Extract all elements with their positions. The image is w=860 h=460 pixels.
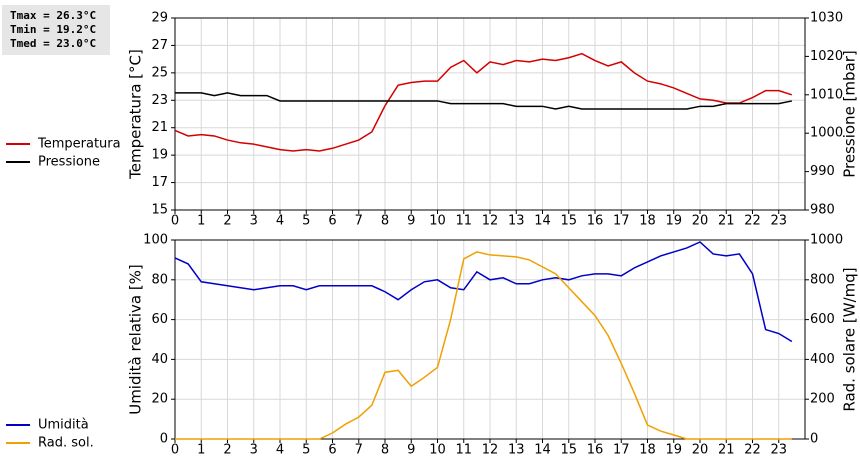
- y2-tick-label: 980: [810, 203, 835, 218]
- data-line: [174, 241, 793, 343]
- x-tick-label: 9: [407, 443, 415, 458]
- x-tick-label: 9: [407, 214, 415, 229]
- data-line: [175, 251, 792, 440]
- x-tick-label: 15: [560, 443, 577, 458]
- x-tick-label: 23: [770, 214, 787, 229]
- x-tick-label: 5: [302, 214, 310, 229]
- legend-label: Temperatura: [37, 137, 121, 152]
- y2-tick-label: 990: [810, 164, 835, 179]
- y2-tick-label: 1010: [810, 87, 843, 102]
- x-tick-label: 21: [718, 214, 735, 229]
- x-tick-label: 17: [613, 214, 630, 229]
- x-tick-label: 12: [482, 214, 499, 229]
- x-tick-label: 14: [534, 443, 551, 458]
- y-tick-label: 21: [151, 120, 168, 135]
- y2-tick-label: 800: [810, 272, 835, 287]
- y-tick-label: 17: [151, 175, 168, 190]
- data-line: [175, 92, 793, 110]
- x-tick-label: 23: [770, 443, 787, 458]
- y2-tick-label: 1000: [810, 233, 843, 248]
- x-tick-label: 15: [560, 214, 577, 229]
- y-axis-title: Umidità relativa [%]: [127, 264, 145, 415]
- y-tick-label: 29: [151, 11, 168, 26]
- x-tick-label: 4: [276, 214, 284, 229]
- x-tick-label: 13: [508, 214, 525, 229]
- legend-label: Umidità: [38, 418, 89, 433]
- x-tick-label: 1: [197, 443, 205, 458]
- y2-tick-label: 600: [810, 312, 835, 327]
- stat-text: Tmin = 19.2°C: [10, 23, 96, 36]
- x-tick-label: 6: [328, 443, 336, 458]
- legend-label: Rad. sol.: [38, 436, 94, 451]
- plot-frame: [174, 239, 806, 440]
- x-tick-label: 7: [355, 443, 363, 458]
- y-tick-label: 19: [151, 148, 168, 163]
- y2-axis-title: Rad. solare [W/mq]: [841, 267, 859, 411]
- x-tick-label: 0: [171, 214, 179, 229]
- y-tick-label: 27: [151, 38, 168, 53]
- x-tick-label: 0: [171, 443, 179, 458]
- x-tick-label: 13: [508, 443, 525, 458]
- y-tick-label: 60: [151, 312, 168, 327]
- data-line: [174, 52, 793, 152]
- y-tick-label: 40: [151, 352, 168, 367]
- x-tick-label: 3: [250, 214, 258, 229]
- x-tick-label: 6: [328, 214, 336, 229]
- x-tick-label: 18: [639, 443, 656, 458]
- y-tick-label: 25: [151, 65, 168, 80]
- x-tick-label: 19: [665, 443, 682, 458]
- x-tick-label: 11: [455, 214, 472, 229]
- x-tick-label: 10: [429, 214, 446, 229]
- y-tick-label: 100: [143, 233, 168, 248]
- x-tick-label: 8: [381, 443, 389, 458]
- y2-axis-title: Pressione [mbar]: [841, 50, 859, 178]
- stats-box: [2, 5, 110, 55]
- y-tick-label: 80: [151, 272, 168, 287]
- x-tick-label: 19: [665, 214, 682, 229]
- x-tick-label: 12: [482, 443, 499, 458]
- x-tick-label: 8: [381, 214, 389, 229]
- x-tick-label: 16: [587, 443, 604, 458]
- x-tick-label: 16: [587, 214, 604, 229]
- x-tick-label: 14: [534, 214, 551, 229]
- y2-tick-label: 0: [810, 432, 818, 447]
- x-tick-label: 22: [744, 443, 761, 458]
- x-tick-label: 18: [639, 214, 656, 229]
- x-tick-label: 21: [718, 443, 735, 458]
- x-tick-label: 22: [744, 214, 761, 229]
- y-tick-label: 23: [151, 93, 168, 108]
- y-axis-title: Temperatura [°C]: [127, 49, 145, 180]
- stat-text: Tmax = 26.3°C: [10, 9, 96, 22]
- y2-tick-label: 1020: [810, 49, 843, 64]
- y2-tick-label: 1030: [810, 11, 843, 26]
- stat-text: Tmed = 23.0°C: [10, 37, 96, 50]
- x-tick-label: 3: [250, 443, 258, 458]
- x-tick-label: 1: [197, 214, 205, 229]
- x-tick-label: 2: [223, 214, 231, 229]
- y-tick-label: 20: [151, 392, 168, 407]
- x-tick-label: 7: [355, 214, 363, 229]
- x-tick-label: 4: [276, 443, 284, 458]
- y-tick-label: 0: [160, 432, 168, 447]
- plot-frame: [174, 17, 806, 211]
- y2-tick-label: 400: [810, 352, 835, 367]
- y2-tick-label: 200: [810, 392, 835, 407]
- x-tick-label: 20: [692, 214, 709, 229]
- x-tick-label: 11: [455, 443, 472, 458]
- x-tick-label: 10: [429, 443, 446, 458]
- x-tick-label: 2: [223, 443, 231, 458]
- x-tick-label: 17: [613, 443, 630, 458]
- legend-label: Pressione: [38, 155, 100, 170]
- x-tick-label: 20: [692, 443, 709, 458]
- x-tick-label: 5: [302, 443, 310, 458]
- y2-tick-label: 1000: [810, 126, 843, 141]
- y-tick-label: 15: [151, 203, 168, 218]
